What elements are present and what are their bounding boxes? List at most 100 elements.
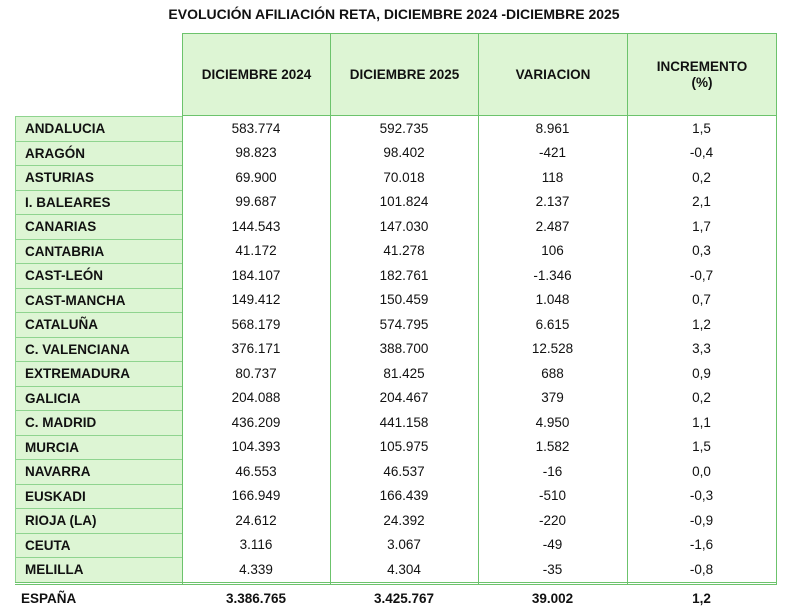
value-cell: 0,2 bbox=[692, 390, 711, 406]
value-cell: 24.612 bbox=[235, 512, 277, 528]
value-cell: 182.761 bbox=[379, 267, 429, 283]
value-cell: 0,2 bbox=[692, 169, 711, 185]
value-cell: 4.304 bbox=[387, 561, 421, 577]
total-cell: 3.386.765 bbox=[225, 590, 287, 606]
column-header: INCREMENTO (%) bbox=[627, 33, 777, 116]
value-cell: 4.339 bbox=[239, 561, 273, 577]
table-bottom-border bbox=[15, 583, 777, 585]
value-cell: 204.467 bbox=[379, 390, 429, 406]
value-cell: 1,5 bbox=[692, 439, 711, 455]
value-cell: 46.537 bbox=[383, 463, 425, 479]
total-cell: 3.425.767 bbox=[373, 590, 435, 606]
table-bottom-border bbox=[15, 581, 777, 583]
value-cell: -510 bbox=[538, 488, 567, 504]
value-cell: 204.088 bbox=[231, 390, 281, 406]
region-name: MURCIA bbox=[15, 434, 183, 460]
region-name: CAST-LEÓN bbox=[15, 263, 183, 289]
column-border bbox=[478, 33, 479, 584]
value-cell: -0,4 bbox=[689, 145, 714, 161]
value-cell: 1,1 bbox=[692, 414, 711, 430]
value-cell: 4.950 bbox=[535, 414, 570, 430]
value-cell: 6.615 bbox=[535, 316, 570, 332]
value-cell: -1,6 bbox=[689, 537, 714, 553]
value-cell: 105.975 bbox=[379, 439, 429, 455]
value-cell: 8.961 bbox=[535, 120, 570, 136]
value-cell: -0,7 bbox=[689, 267, 714, 283]
value-cell: 1,5 bbox=[692, 120, 711, 136]
value-cell: 99.687 bbox=[235, 194, 277, 210]
value-cell: -421 bbox=[538, 145, 567, 161]
value-cell: 69.900 bbox=[235, 169, 277, 185]
region-name: MELILLA bbox=[15, 557, 183, 583]
value-cell: 2.137 bbox=[535, 194, 570, 210]
value-cell: 101.824 bbox=[379, 194, 429, 210]
value-cell: 24.392 bbox=[383, 512, 425, 528]
value-cell: 583.774 bbox=[231, 120, 281, 136]
region-name: NAVARRA bbox=[15, 459, 183, 485]
value-cell: 3,3 bbox=[692, 341, 711, 357]
value-cell: 376.171 bbox=[231, 341, 281, 357]
region-name: CAST-MANCHA bbox=[15, 287, 183, 313]
value-cell: 150.459 bbox=[379, 292, 429, 308]
value-cell: -0,9 bbox=[689, 512, 714, 528]
table-title: EVOLUCIÓN AFILIACIÓN RETA, DICIEMBRE 202… bbox=[168, 6, 620, 22]
region-name: I. BALEARES bbox=[15, 189, 183, 215]
column-header: DICIEMBRE 2024 bbox=[182, 33, 331, 116]
value-cell: 41.278 bbox=[383, 243, 425, 259]
value-cell: 388.700 bbox=[379, 341, 429, 357]
value-cell: -0,3 bbox=[689, 488, 714, 504]
value-cell: 12.528 bbox=[531, 341, 574, 357]
value-cell: 0,0 bbox=[692, 463, 711, 479]
column-header: DICIEMBRE 2025 bbox=[330, 33, 479, 116]
region-name: C. VALENCIANA bbox=[15, 336, 183, 362]
value-cell: -0,8 bbox=[689, 561, 714, 577]
value-cell: 688 bbox=[541, 365, 564, 381]
value-cell: 1,2 bbox=[692, 316, 711, 332]
region-name: CANARIAS bbox=[15, 214, 183, 240]
value-cell: 568.179 bbox=[231, 316, 281, 332]
region-name: GALICIA bbox=[15, 385, 183, 411]
region-name: CANTABRIA bbox=[15, 238, 183, 264]
value-cell: 2,1 bbox=[692, 194, 711, 210]
value-cell: 3.067 bbox=[387, 537, 421, 553]
column-border bbox=[182, 33, 183, 584]
value-cell: 3.116 bbox=[239, 537, 273, 553]
value-cell: 149.412 bbox=[231, 292, 281, 308]
value-cell: 441.158 bbox=[379, 414, 429, 430]
value-cell: 166.949 bbox=[231, 488, 281, 504]
region-name: ARAGÓN bbox=[15, 140, 183, 166]
value-cell: 104.393 bbox=[231, 439, 281, 455]
value-cell: 118 bbox=[541, 169, 564, 185]
value-cell: 0,9 bbox=[692, 365, 711, 381]
column-border bbox=[776, 33, 777, 584]
value-cell: -35 bbox=[542, 561, 563, 577]
value-cell: 144.543 bbox=[231, 218, 281, 234]
value-cell: -49 bbox=[542, 537, 563, 553]
region-name: ASTURIAS bbox=[15, 165, 183, 191]
value-cell: 592.735 bbox=[379, 120, 429, 136]
value-cell: 184.107 bbox=[231, 267, 281, 283]
value-cell: 1.582 bbox=[535, 439, 570, 455]
region-name: RIOJA (LA) bbox=[15, 508, 183, 534]
value-cell: 379 bbox=[541, 390, 564, 406]
column-header: VARIACION bbox=[478, 33, 628, 116]
total-cell: 39.002 bbox=[531, 590, 574, 606]
value-cell: 147.030 bbox=[379, 218, 429, 234]
value-cell: 0,3 bbox=[692, 243, 711, 259]
value-cell: 166.439 bbox=[379, 488, 429, 504]
region-name: ANDALUCIA bbox=[15, 116, 183, 142]
value-cell: 41.172 bbox=[235, 243, 277, 259]
value-cell: 46.553 bbox=[235, 463, 277, 479]
value-cell: 80.737 bbox=[235, 365, 277, 381]
region-name: CEUTA bbox=[15, 532, 183, 558]
value-cell: 98.402 bbox=[383, 145, 425, 161]
region-name: EXTREMADURA bbox=[15, 361, 183, 387]
column-border bbox=[330, 33, 331, 584]
value-cell: 2.487 bbox=[535, 218, 570, 234]
value-cell: 0,7 bbox=[692, 292, 711, 308]
value-cell: 98.823 bbox=[235, 145, 277, 161]
column-border bbox=[627, 33, 628, 584]
value-cell: 436.209 bbox=[231, 414, 281, 430]
value-cell: -16 bbox=[542, 463, 563, 479]
region-name: C. MADRID bbox=[15, 410, 183, 436]
